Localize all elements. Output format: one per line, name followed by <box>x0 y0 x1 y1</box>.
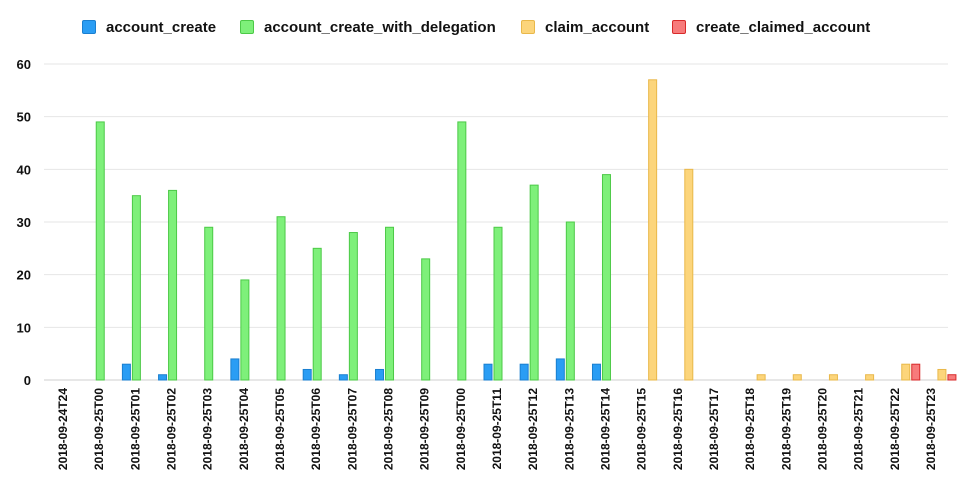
x-tick-label: 2018-09-25T17 <box>707 388 721 470</box>
bar-account-create-with-delegation[interactable] <box>240 279 250 381</box>
bar-account-create-with-delegation[interactable] <box>493 226 503 381</box>
bar-account-create-with-delegation[interactable] <box>168 189 178 381</box>
legend-item-create-claimed-account[interactable]: create_claimed_account <box>672 14 870 40</box>
x-tick-label: 2018-09-25T14 <box>598 388 612 470</box>
x-tick-label: 2018-09-25T19 <box>779 388 793 470</box>
bars <box>95 79 957 381</box>
y-tick-label: 60 <box>17 57 31 72</box>
bar-account-create-with-delegation[interactable] <box>276 216 286 381</box>
bar-account-create-with-delegation[interactable] <box>601 174 611 381</box>
bar-account-create-with-delegation[interactable] <box>348 232 358 381</box>
x-tick-label: 2018-09-25T16 <box>671 388 685 470</box>
x-tick-label: 2018-09-25T03 <box>201 388 215 470</box>
x-tick-label: 2018-09-25T11 <box>490 388 504 470</box>
x-tick-label: 2018-09-25T05 <box>273 388 287 470</box>
x-tick-label: 2018-09-25T15 <box>635 388 649 470</box>
x-tick-label: 2018-09-25T18 <box>743 388 757 470</box>
bar-account-create-with-delegation[interactable] <box>421 258 431 381</box>
bar-account-create[interactable] <box>483 363 493 381</box>
legend-item-account-create-with-delegation[interactable]: account_create_with_delegation <box>240 14 496 40</box>
legend-item-account-create[interactable]: account_create <box>82 14 216 40</box>
bar-create-claimed-account[interactable] <box>911 363 921 381</box>
x-tick-label: 2018-09-25T06 <box>309 388 323 470</box>
bar-create-claimed-account[interactable] <box>947 374 957 381</box>
legend-swatch-create-claimed-account <box>672 20 686 34</box>
x-tick-label: 2018-09-25T13 <box>562 388 576 470</box>
x-tick-label: 2018-09-25T07 <box>345 388 359 470</box>
x-tick-label: 2018-09-25T20 <box>815 388 829 470</box>
legend-label-account-create-with-delegation: account_create_with_delegation <box>264 18 496 36</box>
y-tick-label: 20 <box>17 268 31 283</box>
bar-account-create[interactable] <box>519 363 529 381</box>
bar-account-create-with-delegation[interactable] <box>529 184 539 381</box>
y-tick-label: 0 <box>24 373 31 388</box>
bar-account-create[interactable] <box>338 374 348 381</box>
bar-account-create[interactable] <box>230 358 240 381</box>
x-tick-label: 2018-09-25T04 <box>237 388 251 470</box>
bar-account-create-with-delegation[interactable] <box>204 226 214 381</box>
bar-account-create-with-delegation[interactable] <box>385 226 395 381</box>
legend-label-claim-account: claim_account <box>545 18 650 36</box>
y-tick-label: 10 <box>17 320 31 335</box>
x-tick-label: 2018-09-25T23 <box>924 388 938 470</box>
bar-account-create-with-delegation[interactable] <box>565 221 575 381</box>
y-tick-label: 50 <box>17 110 31 125</box>
bar-account-create[interactable] <box>121 363 131 381</box>
bar-claim-account[interactable] <box>792 374 802 381</box>
bar-account-create-with-delegation[interactable] <box>457 121 467 381</box>
x-axis: 2018-09-24T24 2018-09-25T00 2018-09-25T01 2… <box>56 388 938 470</box>
y-axis: 0 10 20 30 40 50 60 <box>17 57 31 388</box>
bar-account-create[interactable] <box>555 358 565 381</box>
y-tick-label: 30 <box>17 215 31 230</box>
bar-claim-account[interactable] <box>684 168 694 381</box>
legend-item-claim-account[interactable]: claim_account <box>521 14 649 40</box>
x-tick-label: 2018-09-25T01 <box>128 388 142 470</box>
bar-claim-account[interactable] <box>756 374 766 381</box>
bar-account-create[interactable] <box>302 368 312 381</box>
bar-account-create[interactable] <box>591 363 601 381</box>
legend-swatch-account-create-with-delegation <box>240 20 254 34</box>
legend-swatch-account-create <box>82 20 96 34</box>
bar-account-create[interactable] <box>158 374 168 381</box>
legend-label-create-claimed-account: create_claimed_account <box>696 18 871 36</box>
bar-claim-account[interactable] <box>901 363 911 381</box>
x-tick-label: 2018-09-25T00 <box>92 388 106 470</box>
bar-account-create[interactable] <box>375 368 385 381</box>
x-tick-label: 2018-09-25T12 <box>526 388 540 470</box>
x-tick-label: 2018-09-25T21 <box>852 388 866 470</box>
x-tick-label: 2018-09-25T09 <box>418 388 432 470</box>
legend-swatch-claim-account <box>521 20 535 34</box>
bar-claim-account[interactable] <box>648 79 658 381</box>
bar-claim-account[interactable] <box>865 374 875 381</box>
x-tick-label: 2018-09-24T24 <box>56 388 70 470</box>
x-tick-label: 2018-09-25T00 <box>454 388 468 470</box>
bar-account-create-with-delegation[interactable] <box>312 247 322 381</box>
legend: account_create account_create_with_deleg… <box>0 14 960 40</box>
bar-claim-account[interactable] <box>937 368 947 381</box>
x-tick-label: 2018-09-25T22 <box>888 388 902 470</box>
y-tick-label: 40 <box>17 162 31 177</box>
x-tick-label: 2018-09-25T02 <box>165 388 179 470</box>
legend-label-account-create: account_create <box>106 18 217 36</box>
bar-account-create-with-delegation[interactable] <box>131 195 141 381</box>
bar-claim-account[interactable] <box>828 374 838 381</box>
x-tick-label: 2018-09-25T08 <box>382 388 396 470</box>
bar-account-create-with-delegation[interactable] <box>95 121 105 381</box>
